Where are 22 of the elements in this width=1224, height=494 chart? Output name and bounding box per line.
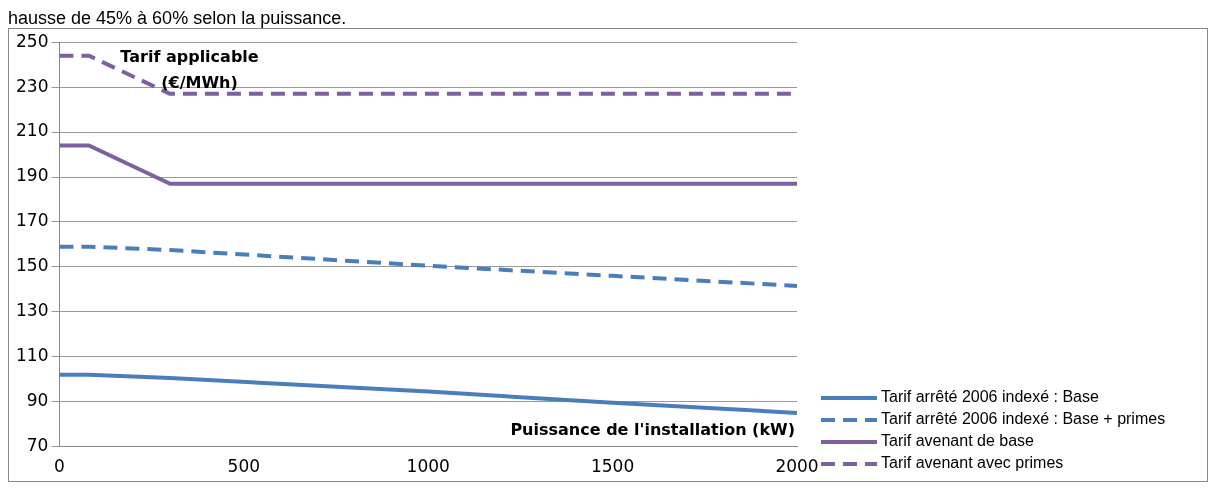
y-tick-label: 210: [15, 120, 49, 141]
x-tick-label: 1000: [406, 456, 450, 477]
legend-label: Tarif avenant de base: [881, 432, 1035, 450]
y-tick-label: 190: [15, 165, 49, 186]
legend-label: Tarif arrêté 2006 indexé : Base + primes: [881, 410, 1166, 428]
y-tick-label: 70: [26, 435, 49, 456]
x-tick-label: 1500: [590, 456, 635, 477]
y-axis-title: Tarif applicable (€/MWh): [120, 47, 259, 93]
y-tick-label: 250: [15, 30, 49, 51]
legend-label: Tarif avenant avec primes: [881, 454, 1064, 472]
x-axis-title: Puissance de l'installation (kW): [510, 419, 795, 439]
x-tick-label: 0: [54, 456, 65, 477]
y-tick-label: 90: [26, 390, 49, 411]
legend-label: Tarif arrêté 2006 indexé : Base: [881, 388, 1100, 406]
chart-title: hausse de 45% à 60% selon la puissance.: [8, 8, 348, 28]
y-tick-label: 170: [15, 210, 49, 231]
x-tick-label: 2000: [775, 456, 819, 477]
y-tick-label: 150: [15, 255, 49, 276]
y-tick-label: 130: [15, 300, 49, 321]
x-tick-label: 500: [227, 456, 261, 477]
y-tick-label: 230: [15, 75, 49, 96]
y-tick-label: 110: [15, 345, 49, 366]
